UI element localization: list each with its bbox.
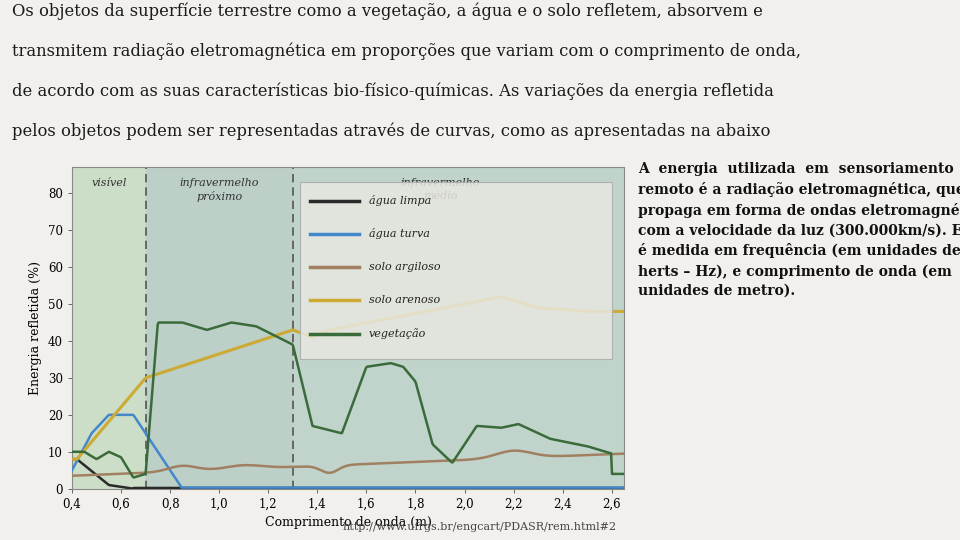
Text: solo arenoso: solo arenoso bbox=[369, 295, 440, 305]
Text: transmitem radiação eletromagnética em proporções que variam com o comprimento d: transmitem radiação eletromagnética em p… bbox=[12, 43, 801, 60]
Bar bbox=[72, 167, 146, 489]
Text: http://www.ufrgs.br/engcart/PDASR/rem.html#2: http://www.ufrgs.br/engcart/PDASR/rem.ht… bbox=[343, 522, 617, 532]
Text: Os objetos da superfície terrestre como a vegetação, a água e o solo refletem, a: Os objetos da superfície terrestre como … bbox=[12, 3, 762, 20]
Text: solo argiloso: solo argiloso bbox=[369, 262, 441, 272]
Text: A  energia  utilizada  em  sensoriamento
remoto é a radiação eletromagnética, qu: A energia utilizada em sensoriamento rem… bbox=[638, 162, 960, 298]
Text: infravermelho
próximo: infravermelho próximo bbox=[180, 179, 259, 202]
Text: de acordo com as suas características bio-físico-químicas. As variações da energ: de acordo com as suas características bi… bbox=[12, 82, 774, 100]
Text: água limpa: água limpa bbox=[369, 195, 431, 206]
Text: infravermelho
médio: infravermelho médio bbox=[400, 179, 480, 201]
Bar bbox=[293, 167, 624, 489]
Bar bbox=[146, 167, 293, 489]
Text: visível: visível bbox=[91, 179, 127, 188]
X-axis label: Comprimento de onda (m): Comprimento de onda (m) bbox=[265, 516, 431, 529]
Y-axis label: Energia refletida (%): Energia refletida (%) bbox=[30, 261, 42, 395]
Text: vegetação: vegetação bbox=[369, 328, 426, 339]
Text: água turva: água turva bbox=[369, 228, 430, 239]
Bar bbox=[300, 182, 612, 360]
Text: pelos objetos podem ser representadas através de curvas, como as apresentadas na: pelos objetos podem ser representadas at… bbox=[12, 122, 770, 140]
